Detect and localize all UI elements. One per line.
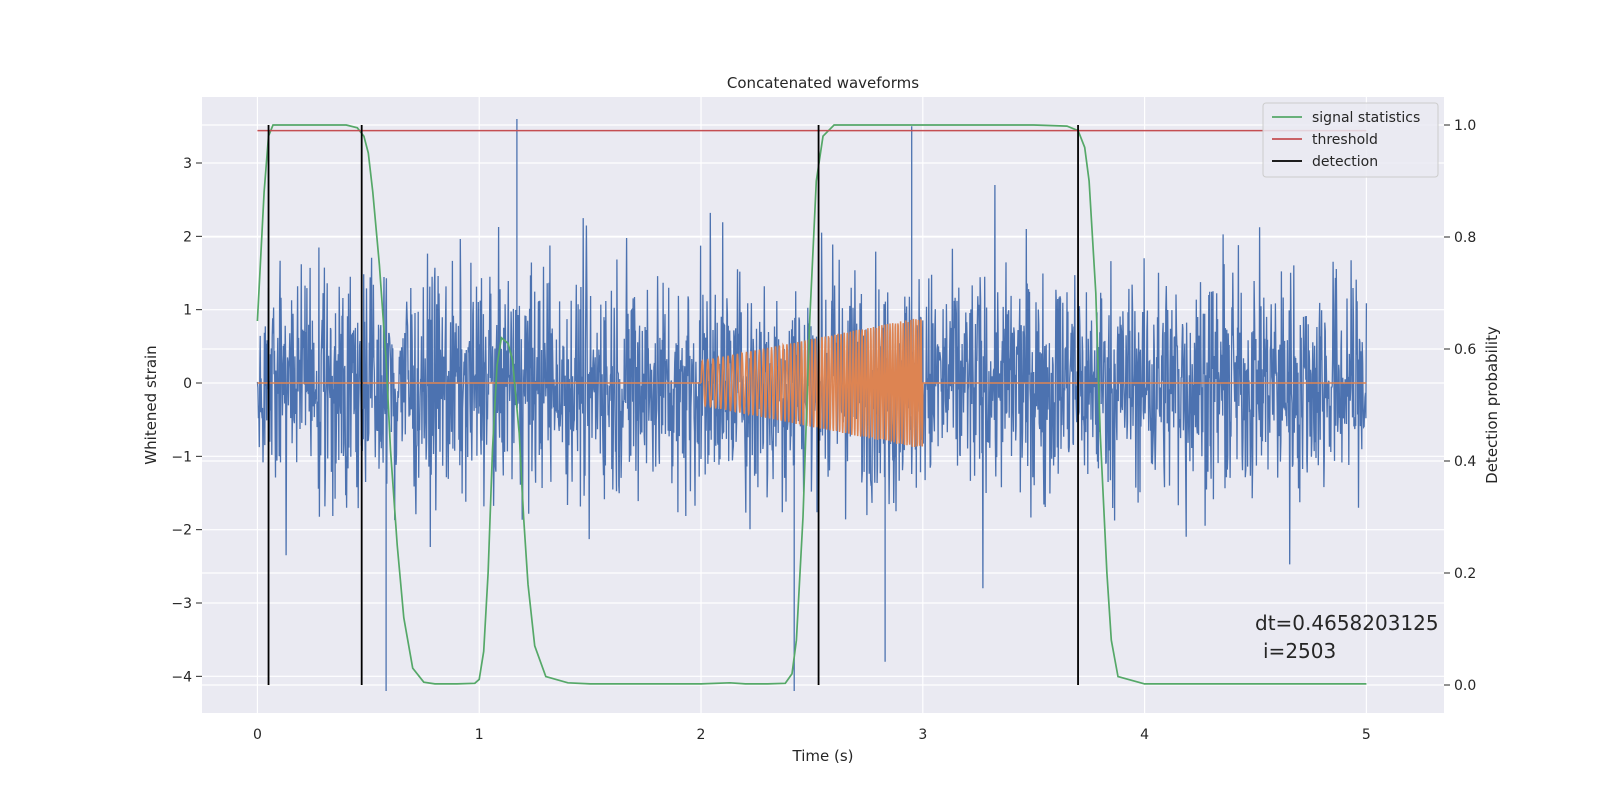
x-tick-label: 4 xyxy=(1140,727,1149,743)
right-y-tick-label: 0.8 xyxy=(1454,230,1476,246)
x-tick-label: 1 xyxy=(475,727,484,743)
left-y-tick-label: 1 xyxy=(183,303,192,319)
x-axis-label: Time (s) xyxy=(792,747,854,765)
right-y-tick-label: 0.0 xyxy=(1454,678,1476,694)
left-y-tick-label: 2 xyxy=(183,229,192,245)
x-tick-label: 5 xyxy=(1362,727,1371,743)
x-tick-label: 2 xyxy=(697,727,706,743)
legend-label-threshold: threshold xyxy=(1312,132,1378,148)
x-tick-label: 0 xyxy=(253,727,262,743)
annotation-dt: dt=0.4658203125 xyxy=(1255,611,1439,635)
noise-series-line xyxy=(256,119,1368,691)
x-tick-label: 3 xyxy=(918,727,927,743)
legend-label-signal-statistics: signal statistics xyxy=(1312,110,1420,126)
left-y-axis-ticks: −4 −3 −2 −1 0 1 2 3 xyxy=(171,156,202,685)
left-y-axis-label: Whitened strain xyxy=(142,345,160,464)
legend-label-detection: detection xyxy=(1312,154,1378,170)
chart-title: Concatenated waveforms xyxy=(727,74,919,92)
annotation: dt=0.4658203125 i=2503 xyxy=(1255,611,1439,663)
right-y-tick-label: 0.2 xyxy=(1454,566,1476,582)
right-y-tick-label: 0.4 xyxy=(1454,454,1476,470)
annotation-i: i=2503 xyxy=(1263,639,1336,663)
chirp-series-line xyxy=(257,318,1367,448)
left-y-tick-label: −1 xyxy=(171,449,192,465)
legend: signal statistics threshold detection xyxy=(1262,102,1439,178)
left-y-tick-label: 3 xyxy=(183,156,192,172)
left-y-tick-label: −3 xyxy=(171,596,192,612)
right-y-axis-ticks: 0.0 0.2 0.4 0.6 0.8 1.0 xyxy=(1444,118,1476,694)
left-y-tick-label: −2 xyxy=(171,523,192,539)
legend-box xyxy=(1262,102,1439,178)
right-y-tick-label: 1.0 xyxy=(1454,118,1476,134)
left-y-tick-label: −4 xyxy=(171,669,192,685)
detection-lines xyxy=(267,125,1079,685)
signal-statistics-line xyxy=(256,124,1367,685)
right-y-tick-label: 0.6 xyxy=(1454,342,1476,358)
x-axis-ticks: 0 1 2 3 4 5 xyxy=(253,727,1371,743)
plot-content xyxy=(256,119,1368,691)
right-y-axis-label: Detection probability xyxy=(1483,326,1501,484)
left-y-tick-label: 0 xyxy=(183,376,192,392)
